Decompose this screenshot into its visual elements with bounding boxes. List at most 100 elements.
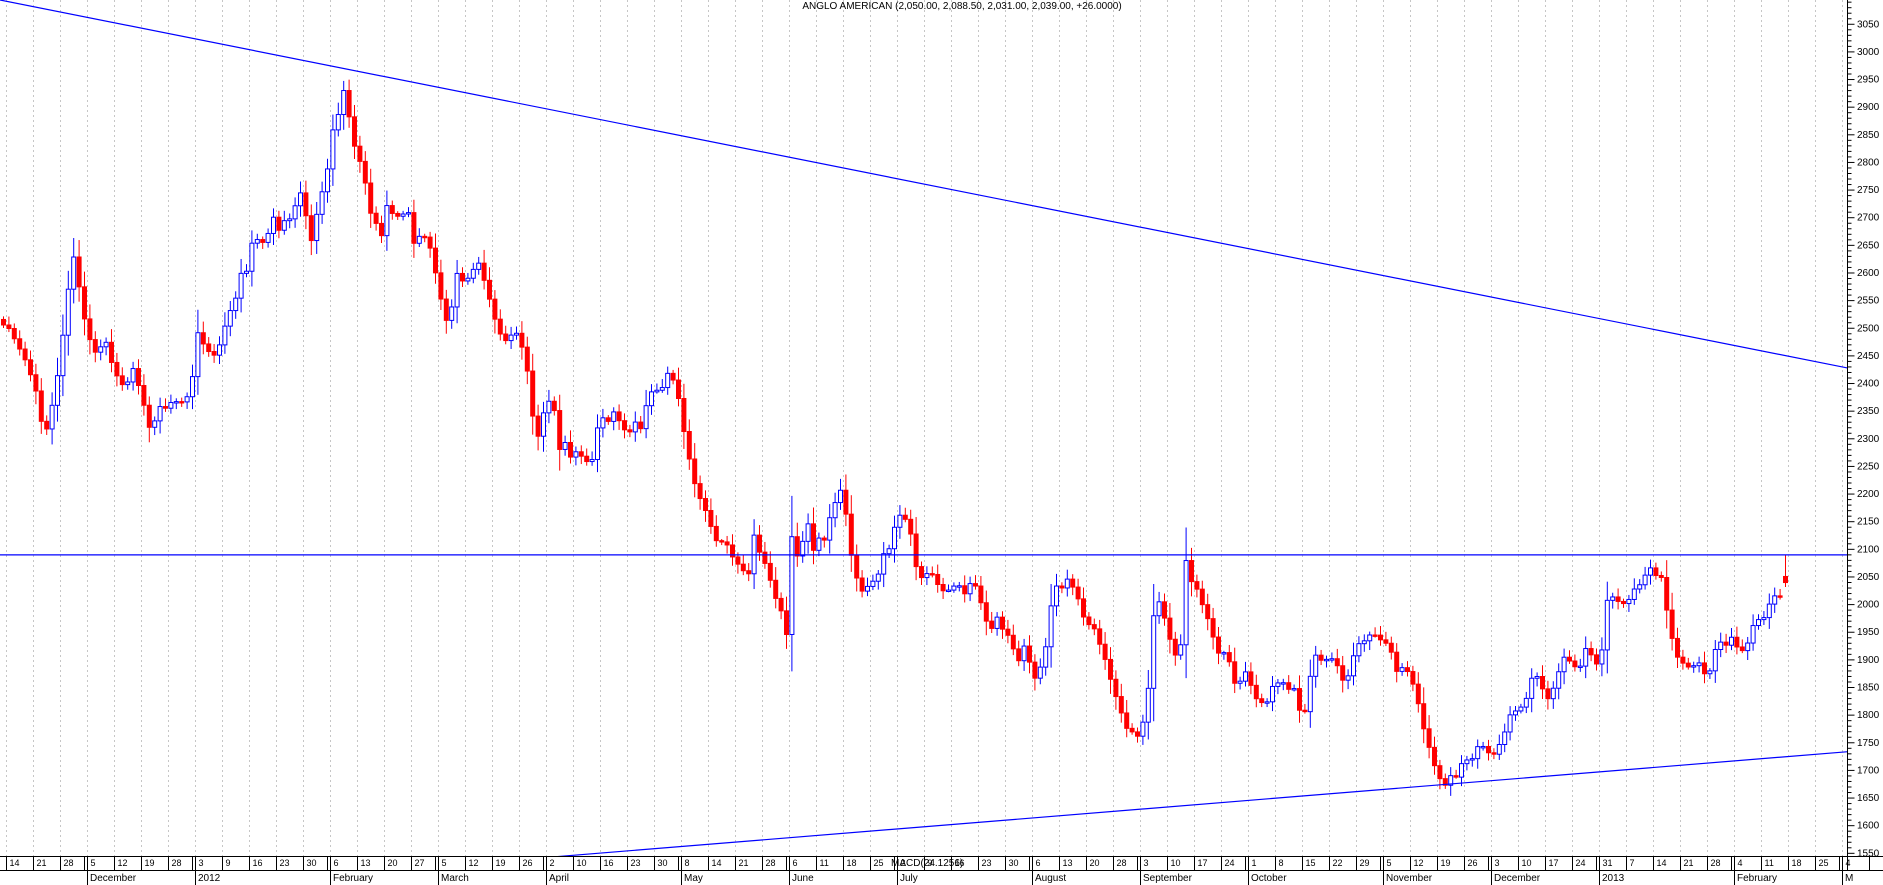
- candle-down: [76, 240, 82, 302]
- candle-body: [1729, 636, 1734, 646]
- candle-down: [676, 367, 681, 407]
- week-start-day-label: 21: [739, 858, 749, 868]
- week-start-day-label: 5: [1387, 858, 1392, 868]
- candle-down: [622, 413, 627, 439]
- candle-down: [1658, 571, 1664, 582]
- candle-body: [627, 429, 633, 433]
- candle-body: [1280, 682, 1286, 685]
- candle-body: [1523, 697, 1529, 708]
- candle-up: [1637, 579, 1643, 594]
- candle-body: [1378, 634, 1383, 641]
- candle-body: [584, 455, 590, 463]
- candle-body: [1329, 658, 1335, 661]
- candle-body: [784, 610, 789, 635]
- candle-body: [157, 406, 163, 422]
- y-axis-label: 2800: [1857, 157, 1880, 168]
- candle-down: [1027, 635, 1032, 674]
- candle-up: [1448, 767, 1454, 796]
- candle-down: [794, 522, 800, 567]
- candle-body: [1248, 671, 1254, 686]
- candle-body: [1232, 661, 1238, 684]
- candle-body: [1604, 599, 1610, 651]
- candle-down: [1572, 654, 1578, 672]
- candle-body: [330, 129, 336, 170]
- candle-down: [1383, 631, 1389, 647]
- candle-up: [1221, 650, 1227, 660]
- y-axis-label: 1950: [1857, 627, 1880, 638]
- candle-up: [265, 228, 271, 248]
- candle-body: [1189, 560, 1194, 583]
- candle-body: [697, 483, 703, 500]
- candle-down: [843, 474, 849, 527]
- week-start-day-label: 22: [1333, 858, 1343, 868]
- candle-body: [1118, 696, 1124, 714]
- candle-up: [449, 299, 455, 329]
- candle-up: [1264, 698, 1270, 708]
- candle-down: [1194, 574, 1200, 598]
- trendline-lower: [555, 751, 1848, 857]
- candle-down: [1491, 748, 1497, 760]
- candle-up: [1480, 741, 1486, 751]
- candle-up: [1151, 583, 1157, 722]
- candle-up: [55, 357, 60, 422]
- y-axis-label: 2100: [1857, 544, 1880, 555]
- candle-up: [98, 339, 104, 361]
- candle-body: [395, 212, 401, 217]
- candle-body: [1453, 775, 1459, 778]
- candle-body: [1518, 706, 1524, 712]
- candle-up: [1270, 675, 1275, 712]
- candle-up: [827, 504, 833, 554]
- macd-indicator-label: MACD(24.1256): [891, 858, 964, 869]
- candle-down: [568, 430, 573, 464]
- candle-down: [460, 267, 465, 288]
- candle-down: [1086, 612, 1092, 630]
- candle-body: [325, 168, 330, 193]
- candle-body: [1642, 574, 1648, 586]
- candle-body: [146, 404, 152, 428]
- candle-body: [1734, 636, 1740, 648]
- candle-body: [762, 551, 768, 564]
- candle-up: [1561, 648, 1567, 685]
- candle-body: [1081, 598, 1086, 618]
- week-start-day-label: 29: [1360, 858, 1370, 868]
- candle-up: [222, 312, 228, 354]
- candle-up: [292, 197, 298, 228]
- candle-up: [1750, 614, 1756, 651]
- candle-body: [314, 213, 320, 242]
- week-start-day-label: 11: [1765, 858, 1774, 868]
- candle-body: [1637, 584, 1643, 590]
- candle-up: [514, 326, 519, 340]
- candle-body: [227, 310, 233, 327]
- candle-up: [1237, 676, 1243, 690]
- week-start-day-label: 6: [793, 858, 798, 868]
- candle-down: [276, 210, 282, 239]
- candle-body: [335, 114, 341, 131]
- candle-up: [254, 233, 260, 249]
- week-start-day-label: 15: [1306, 858, 1316, 868]
- candle-up: [281, 210, 287, 235]
- week-start-day-label: 30: [1009, 858, 1019, 868]
- week-start-day-label: 26: [523, 858, 533, 868]
- candle-body: [1777, 595, 1783, 598]
- candle-down: [670, 369, 676, 385]
- candle-up: [65, 270, 71, 356]
- candle-up: [1712, 640, 1718, 683]
- week-start-day-label: 9: [226, 858, 231, 868]
- y-axis-label: 1550: [1857, 848, 1880, 859]
- trendline-upper: [0, 0, 1848, 369]
- candle-body: [595, 427, 600, 461]
- candle-body: [514, 332, 519, 336]
- candle-body: [271, 216, 276, 234]
- candle-down: [1016, 640, 1022, 667]
- week-start-day-label: 28: [766, 858, 776, 868]
- week-start-day-label: 6: [334, 858, 339, 868]
- week-start-day-label: 11: [820, 858, 829, 868]
- candle-down: [584, 448, 590, 466]
- candle-down: [1702, 651, 1707, 684]
- candle-up: [249, 230, 255, 287]
- candle-body: [1772, 595, 1778, 605]
- candle-up: [217, 336, 222, 365]
- candle-down: [1340, 655, 1346, 693]
- candle-body: [670, 372, 676, 381]
